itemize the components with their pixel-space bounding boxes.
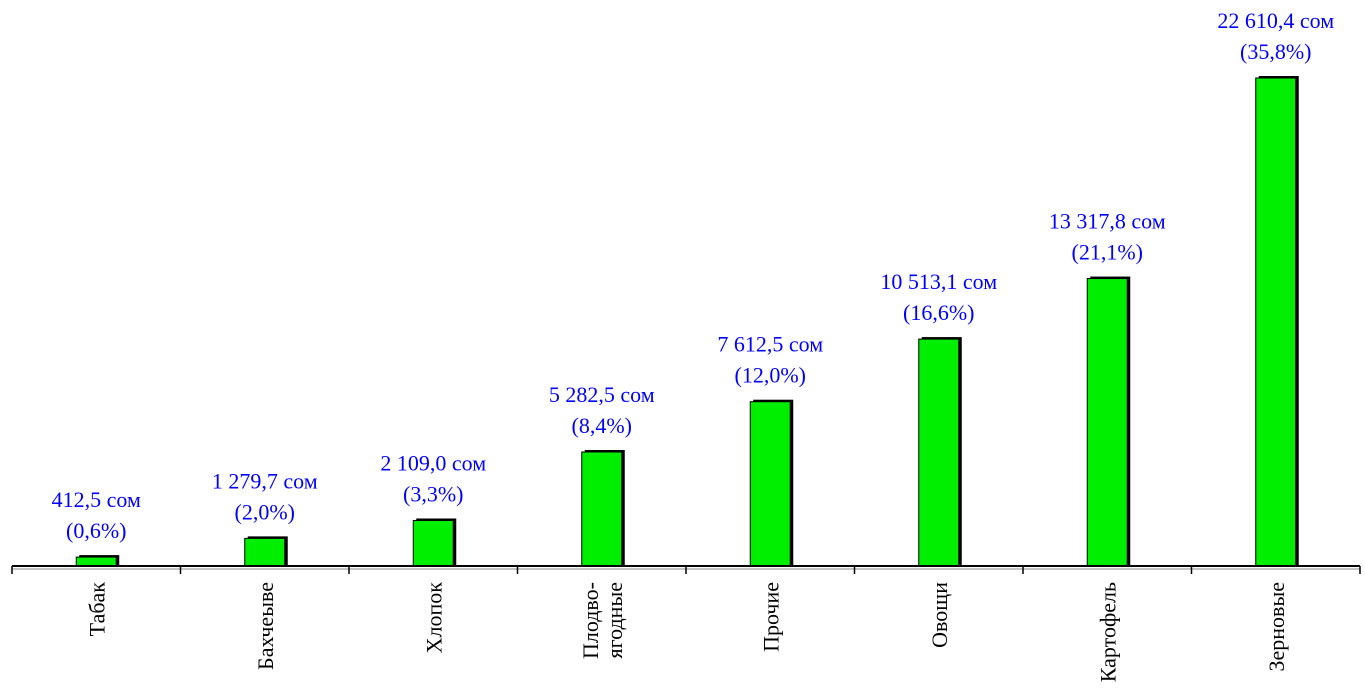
category-label: Зерновые [1264, 582, 1289, 672]
bar-percent-label: (21,1%) [1072, 240, 1143, 265]
category-labels-group: Табак Бахчеыве Хлопок Плодво-ягодные Прочие О… [84, 582, 1289, 683]
bar-percent-label: (0,6%) [66, 518, 126, 543]
bar-value-label: 10 513,1 сом [880, 269, 997, 294]
category-label: Бахчеыве [253, 582, 278, 670]
bar-percent-label: (3,3%) [403, 481, 463, 506]
bar [412, 519, 454, 567]
category-label: Табак [84, 582, 109, 637]
bar [1255, 77, 1297, 567]
bar-percent-label: (2,0%) [235, 499, 295, 524]
bar-value-label: 22 610,4 сом [1217, 8, 1334, 33]
value-labels-group: 412,5 сом (0,6%) 1 279,7 сом (2,0%) 2 109,0 … [52, 8, 1335, 543]
bar-value-label: 2 109,0 сом [380, 450, 486, 475]
bar [75, 556, 117, 567]
bar [1086, 278, 1128, 567]
bar-value-label: 5 282,5 сом [549, 382, 655, 407]
category-label: Овощи [927, 582, 952, 648]
bar [581, 451, 623, 567]
category-label: Плодво- [578, 582, 603, 659]
x-axis [11, 565, 1361, 574]
bar-percent-label: (8,4%) [572, 413, 632, 438]
category-label: Прочие [758, 582, 783, 652]
bar-percent-label: (35,8%) [1240, 39, 1311, 64]
bar-value-label: 1 279,7 сом [212, 468, 318, 493]
category-label: ягодные [602, 582, 627, 658]
bar [244, 537, 286, 567]
bar [918, 338, 960, 567]
bar [749, 401, 791, 567]
bar-value-label: 412,5 сом [52, 487, 141, 512]
bar-value-label: 7 612,5 сом [717, 332, 823, 357]
bars-group [75, 76, 1299, 567]
category-label: Хлопок [421, 582, 446, 654]
category-label: Картофель [1095, 582, 1120, 682]
bar-percent-label: (12,0%) [735, 363, 806, 388]
bar-percent-label: (16,6%) [903, 300, 974, 325]
bar-value-label: 13 317,8 сом [1049, 209, 1166, 234]
